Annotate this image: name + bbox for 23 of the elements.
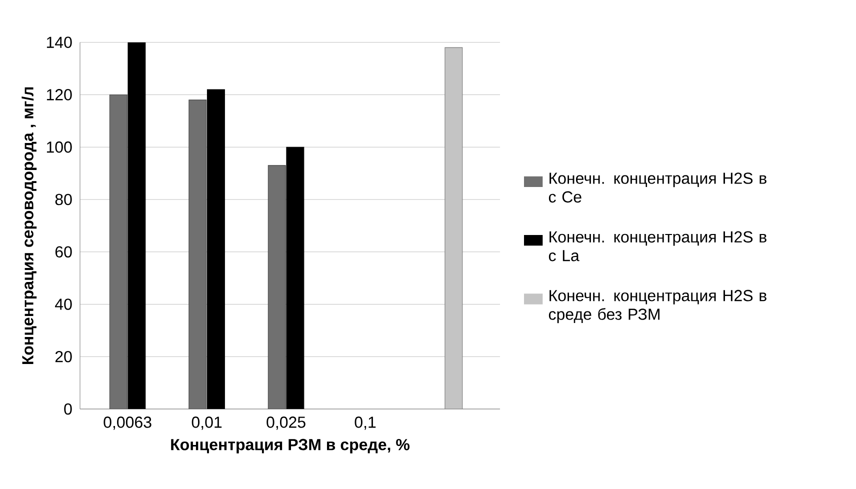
y-tick-label: 60 [55,246,72,258]
x-tick-label: 0,1 [354,416,376,430]
bar [188,100,207,409]
y-tick-label: 140 [46,36,72,48]
x-tick-label: 0,01 [192,416,222,430]
bar [268,165,286,409]
x-axis-title: Концентрация РЗМ в среде, % [171,438,410,454]
legend-label: Конечн. концентрация H2S в с Ce [548,172,766,203]
legend-label: Конечн. концентрация H2S в среде без РЗМ [548,290,766,324]
y-tick-label: 40 [55,298,72,310]
y-tick-label: 20 [55,350,72,362]
y-tick-label: 120 [46,89,72,100]
x-tick-label: 0,025 [266,416,306,430]
bar [206,89,225,409]
y-tick-label: 80 [55,194,72,206]
bar [286,146,304,409]
x-tick-label: 0,0063 [104,416,152,430]
y-tick-label: 100 [46,141,72,153]
y-axis-title: Концентрация сероводорода , мг/л [22,87,37,364]
bar [109,94,128,409]
legend-label: Конечн. концентрация H2S в с La [548,231,766,262]
y-tick-label: 0 [64,403,72,415]
bar [128,42,146,409]
